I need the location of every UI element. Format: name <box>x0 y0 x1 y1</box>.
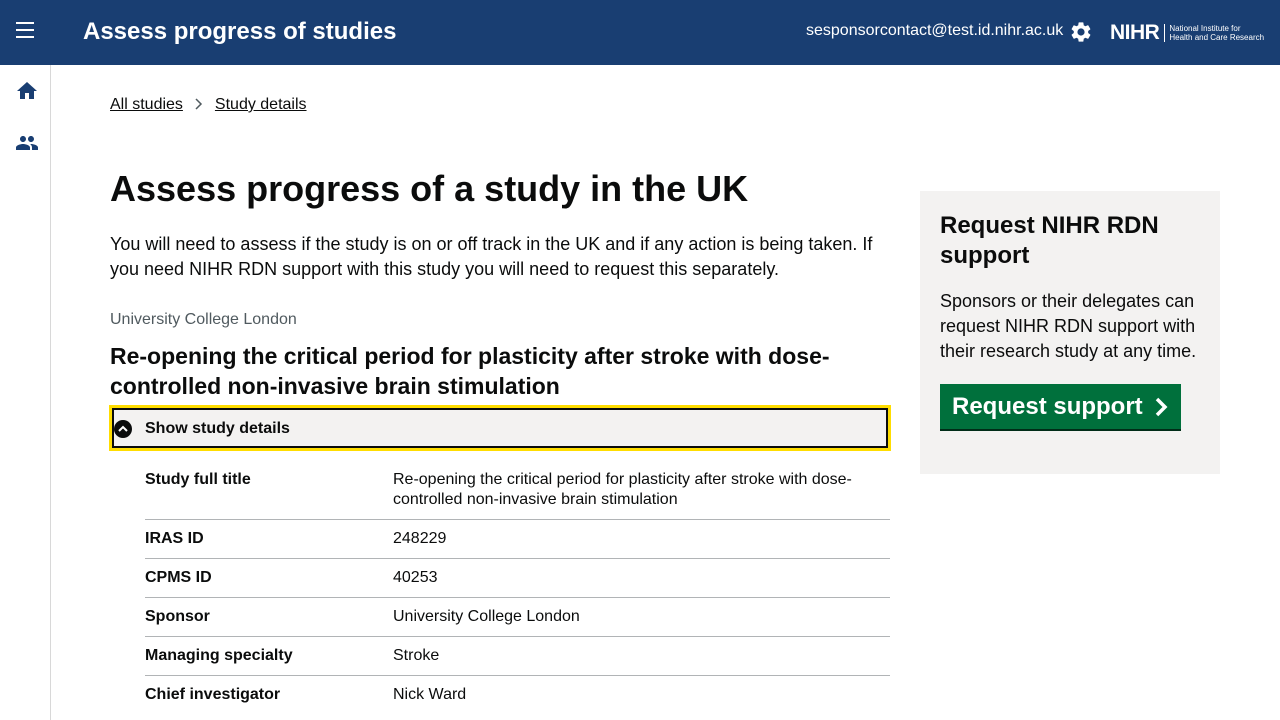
detail-value: 40253 <box>393 569 438 586</box>
detail-row: CPMS ID 40253 <box>145 559 890 598</box>
side-navigation <box>0 65 51 720</box>
gear-icon[interactable] <box>1069 20 1093 44</box>
request-support-label: Request support <box>952 392 1143 420</box>
request-support-panel: Request NIHR RDN support Sponsors or the… <box>920 191 1220 474</box>
nihr-logo: NIHR National Institute for Health and C… <box>1110 18 1264 48</box>
app-title: Assess progress of studies <box>83 18 397 45</box>
chevron-up-circle-icon <box>114 420 132 438</box>
detail-key: Chief investigator <box>145 686 281 703</box>
show-study-details-toggle[interactable]: Show study details <box>109 405 891 451</box>
detail-row: Sponsor University College London <box>145 598 890 637</box>
breadcrumb-study-details[interactable]: Study details <box>214 96 307 113</box>
aside-title: Request NIHR RDN support <box>940 212 1159 269</box>
people-icon[interactable] <box>15 131 39 155</box>
breadcrumb-all-studies[interactable]: All studies <box>110 96 183 113</box>
detail-value: Re-opening the critical period for plast… <box>393 471 852 508</box>
page-title: Assess progress of a study in the UK <box>110 168 749 209</box>
detail-value: Stroke <box>393 647 440 664</box>
detail-row: Chief investigator Nick Ward <box>145 676 890 714</box>
toggle-label: Show study details <box>145 420 290 437</box>
study-details-list: Study full title Re-opening the critical… <box>145 461 890 714</box>
logo-sub-line2: Health and Care Research <box>1169 33 1265 42</box>
study-title: Re-opening the critical period for plast… <box>110 343 830 399</box>
logo-mark: NIHR <box>1110 21 1160 44</box>
detail-value: University College London <box>393 608 580 625</box>
chevron-right-icon <box>1155 397 1168 416</box>
detail-value: 248229 <box>393 530 447 547</box>
detail-key: IRAS ID <box>145 530 204 547</box>
detail-key: Sponsor <box>145 608 210 625</box>
intro-text: You will need to assess if the study is … <box>110 234 873 279</box>
breadcrumb-separator-icon <box>195 97 203 113</box>
detail-row: IRAS ID 248229 <box>145 520 890 559</box>
request-support-button[interactable]: Request support <box>940 384 1181 429</box>
top-header: Assess progress of studies sesponsorcont… <box>0 0 1280 65</box>
organisation-caption: University College London <box>110 311 297 328</box>
logo-subtitle: National Institute for Health and Care R… <box>1164 24 1264 42</box>
menu-icon[interactable] <box>16 22 38 44</box>
aside-body: Sponsors or their delegates can request … <box>940 291 1197 361</box>
detail-key: CPMS ID <box>145 569 212 586</box>
detail-key: Study full title <box>145 471 251 488</box>
detail-key: Managing specialty <box>145 647 293 664</box>
user-email: sesponsorcontact@test.id.nihr.ac.uk <box>806 22 1064 39</box>
logo-sub-line1: National Institute for <box>1169 24 1241 33</box>
breadcrumb: All studies Study details <box>110 96 307 114</box>
home-icon[interactable] <box>15 79 39 103</box>
detail-row: Managing specialty Stroke <box>145 637 890 676</box>
detail-value: Nick Ward <box>393 686 467 703</box>
detail-row: Study full title Re-opening the critical… <box>145 461 890 520</box>
